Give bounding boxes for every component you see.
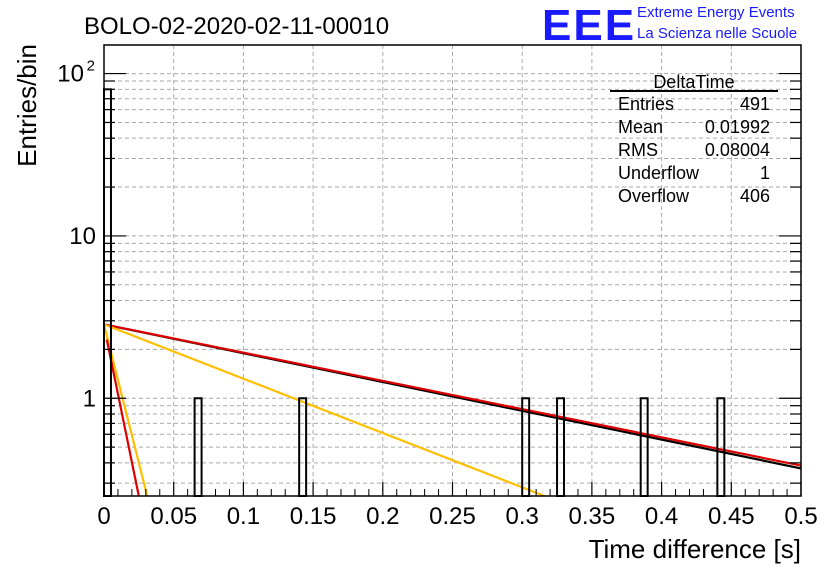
x-axis-title: Time difference [s] — [589, 534, 801, 564]
stats-row-label: Overflow — [618, 186, 690, 206]
stats-row-value: 1 — [760, 163, 770, 183]
stats-row-value: 0.01992 — [705, 117, 770, 137]
y-tick-exponent: 2 — [87, 58, 95, 75]
x-tick-label: 0.35 — [569, 503, 616, 530]
eee-logo-line2: La Scienza nelle Scuole — [637, 25, 797, 42]
y-tick-label: 10 — [69, 223, 96, 250]
stats-row-value: 406 — [740, 186, 770, 206]
fit-line — [103, 323, 802, 467]
y-tick-label: 1 — [83, 385, 96, 412]
chart-title: BOLO-02-2020-02-11-00010 — [84, 13, 389, 40]
stats-box: DeltaTime Entries 491 Mean 0.01992 RMS 0.0800… — [610, 72, 778, 206]
eee-logo-line1: Extreme Energy Events — [637, 4, 795, 21]
x-tick-label: 0.15 — [290, 503, 337, 530]
stats-row-label: Underflow — [618, 163, 700, 183]
stats-row-label: RMS — [618, 140, 658, 160]
axis-ticks — [103, 72, 802, 496]
x-tick-label: 0.05 — [150, 503, 197, 530]
eee-logo-letters: EEE — [542, 1, 636, 50]
fit-line — [105, 339, 140, 497]
stats-row-value: 491 — [740, 94, 770, 114]
stats-row-value: 0.08004 — [705, 140, 770, 160]
y-tick-label: 10 — [57, 61, 84, 88]
x-tick-label: 0.3 — [506, 503, 539, 530]
x-tick-label: 0.45 — [708, 503, 755, 530]
x-tick-label: 0.2 — [366, 503, 399, 530]
eee-logo: EEE Extreme Energy Events La Scienza nel… — [542, 1, 797, 50]
histogram-bar — [103, 88, 112, 497]
x-tick-label: 0.4 — [645, 503, 678, 530]
y-axis-title: Entries/bin — [12, 44, 42, 167]
x-tick-label: 0.5 — [784, 503, 817, 530]
x-tick-label: 0.25 — [429, 503, 476, 530]
stats-title: DeltaTime — [653, 72, 734, 92]
x-tick-label: 0.1 — [227, 503, 260, 530]
stats-row-label: Mean — [618, 117, 663, 137]
x-tick-label: 0 — [97, 503, 110, 530]
x-tick-labels: 0 0.05 0.1 0.15 0.2 0.25 0.3 0.35 0.4 0.45 0.5 — [97, 503, 817, 530]
fit-line — [103, 323, 545, 498]
stats-row-label: Entries — [618, 94, 674, 114]
grid — [104, 45, 801, 496]
